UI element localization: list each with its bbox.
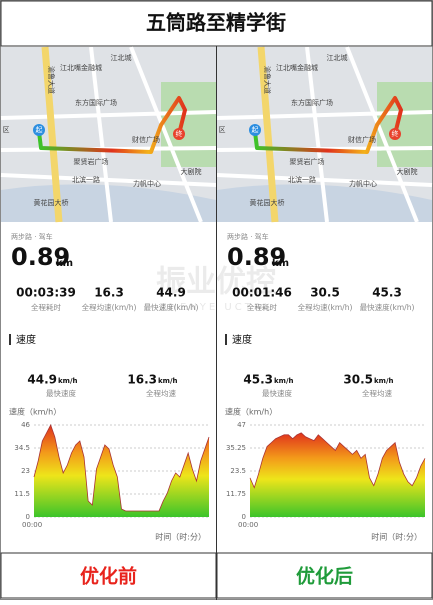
caption: 优化前 xyxy=(80,565,137,588)
x-start-label: 00:00 xyxy=(238,521,258,529)
section-bar xyxy=(225,334,227,345)
speed-line xyxy=(33,423,210,512)
y-tick-label: 23.5 xyxy=(230,467,246,475)
distance: 0.89 xyxy=(227,243,286,271)
y-tick-label: 0 xyxy=(242,513,246,521)
stat-label: 最快速度(km/h) xyxy=(360,302,415,312)
park xyxy=(377,82,432,167)
end-label: 终 xyxy=(176,129,183,138)
y-tick-label: 23 xyxy=(21,467,30,475)
title-bar xyxy=(0,0,433,47)
map-label: 渝鲁大道 xyxy=(263,66,272,94)
map-label: 区 xyxy=(219,126,226,134)
summary-unit: km/h xyxy=(158,377,178,385)
watermark-en: ZHENYE UCTRL xyxy=(160,302,273,313)
summary-label: 全程均速 xyxy=(362,388,392,398)
y-tick-label: 46 xyxy=(21,421,30,429)
summary-unit: km/h xyxy=(58,377,78,385)
summary-label: 全程均速 xyxy=(146,388,176,398)
summary-unit: km/h xyxy=(274,377,294,385)
map-label: 北滨一路 xyxy=(288,175,316,184)
route xyxy=(37,96,187,154)
source: 两步路 · 驾车 xyxy=(11,232,53,241)
y-axis-label: 速度（km/h） xyxy=(9,407,61,417)
map-label: 区 xyxy=(3,126,10,134)
stat-label: 全程均速(km/h) xyxy=(298,302,353,312)
section-bar xyxy=(9,334,11,345)
caption: 优化后 xyxy=(296,565,353,588)
summary-value: 45.3 xyxy=(243,373,273,387)
summary-value: 30.5 xyxy=(343,373,373,387)
stat-label: 最快速度(km/h) xyxy=(144,302,199,312)
end-marker xyxy=(389,128,401,140)
stat-value: 30.5 xyxy=(310,286,340,300)
summary-label: 最快速度 xyxy=(46,388,76,398)
summary-label: 最快速度 xyxy=(262,388,292,398)
map-label: 力帆中心 xyxy=(349,179,377,188)
start-marker xyxy=(249,124,261,136)
map-label: 江北嘴金融城 xyxy=(276,63,318,72)
stat-value: 16.3 xyxy=(94,286,124,300)
distance-unit: km xyxy=(272,258,289,269)
map-label: 北滨一路 xyxy=(72,175,100,184)
y-tick-label: 11.5 xyxy=(14,490,30,498)
map-label: 黄花园大桥 xyxy=(250,198,285,207)
route xyxy=(253,96,403,154)
map-label: 东方国际广场 xyxy=(291,98,333,107)
map-label: 力帆中心 xyxy=(133,179,161,188)
start-label: 起 xyxy=(36,126,43,134)
section-title: 速度 xyxy=(16,333,36,346)
map-label: 财信广场 xyxy=(348,135,376,144)
x-start-label: 00:00 xyxy=(22,521,42,529)
source: 两步路 · 驾车 xyxy=(227,232,269,241)
y-tick-label: 11.75 xyxy=(226,490,246,498)
stat-value: 00:03:39 xyxy=(16,286,76,300)
section-title: 速度 xyxy=(232,333,252,346)
caption-box xyxy=(0,552,217,599)
summary-value: 44.9 xyxy=(27,373,57,387)
y-tick-label: 47 xyxy=(237,421,246,429)
stat-value: 44.9 xyxy=(156,286,186,300)
y-tick-label: 35.25 xyxy=(226,444,246,452)
summary-value: 16.3 xyxy=(127,373,157,387)
x-axis-label: 时间（时:分） xyxy=(371,532,422,542)
map-label: 大剧院 xyxy=(181,167,202,176)
speed-area xyxy=(250,432,425,517)
map-label: 聚贤岩广场 xyxy=(74,157,109,166)
end-label: 终 xyxy=(392,129,399,138)
start-marker xyxy=(33,124,45,136)
map-label: 东方国际广场 xyxy=(75,98,117,107)
map-label: 江北嘴金融城 xyxy=(60,63,102,72)
map-label: 财信广场 xyxy=(132,135,160,144)
summary-unit: km/h xyxy=(374,377,394,385)
map-label: 大剧院 xyxy=(397,167,418,176)
distance-unit: km xyxy=(56,258,73,269)
stat-value: 00:01:46 xyxy=(232,286,292,300)
y-axis-label: 速度（km/h） xyxy=(225,407,277,417)
map-label: 黄花园大桥 xyxy=(34,198,69,207)
distance: 0.89 xyxy=(11,243,70,271)
map-label: 江北城 xyxy=(111,54,132,62)
map-label: 聚贤岩广场 xyxy=(290,157,325,166)
x-axis-label: 时间（时:分） xyxy=(155,532,206,542)
stat-value: 45.3 xyxy=(372,286,402,300)
end-marker xyxy=(173,128,185,140)
main-road xyxy=(257,46,279,223)
title: 五筒路至精学街 xyxy=(146,11,286,35)
map-label: 江北城 xyxy=(327,54,348,62)
map-label: 渝鲁大道 xyxy=(47,66,56,94)
speed-line xyxy=(249,432,426,489)
stat-label: 全程均速(km/h) xyxy=(82,302,137,312)
start-label: 起 xyxy=(252,126,259,134)
speed-area xyxy=(34,425,209,517)
park xyxy=(161,82,216,167)
y-tick-label: 34.5 xyxy=(14,444,30,452)
stat-label: 全程耗时 xyxy=(31,302,61,312)
y-tick-label: 0 xyxy=(26,513,30,521)
stat-label: 全程耗时 xyxy=(247,302,277,312)
main-road xyxy=(41,46,63,223)
